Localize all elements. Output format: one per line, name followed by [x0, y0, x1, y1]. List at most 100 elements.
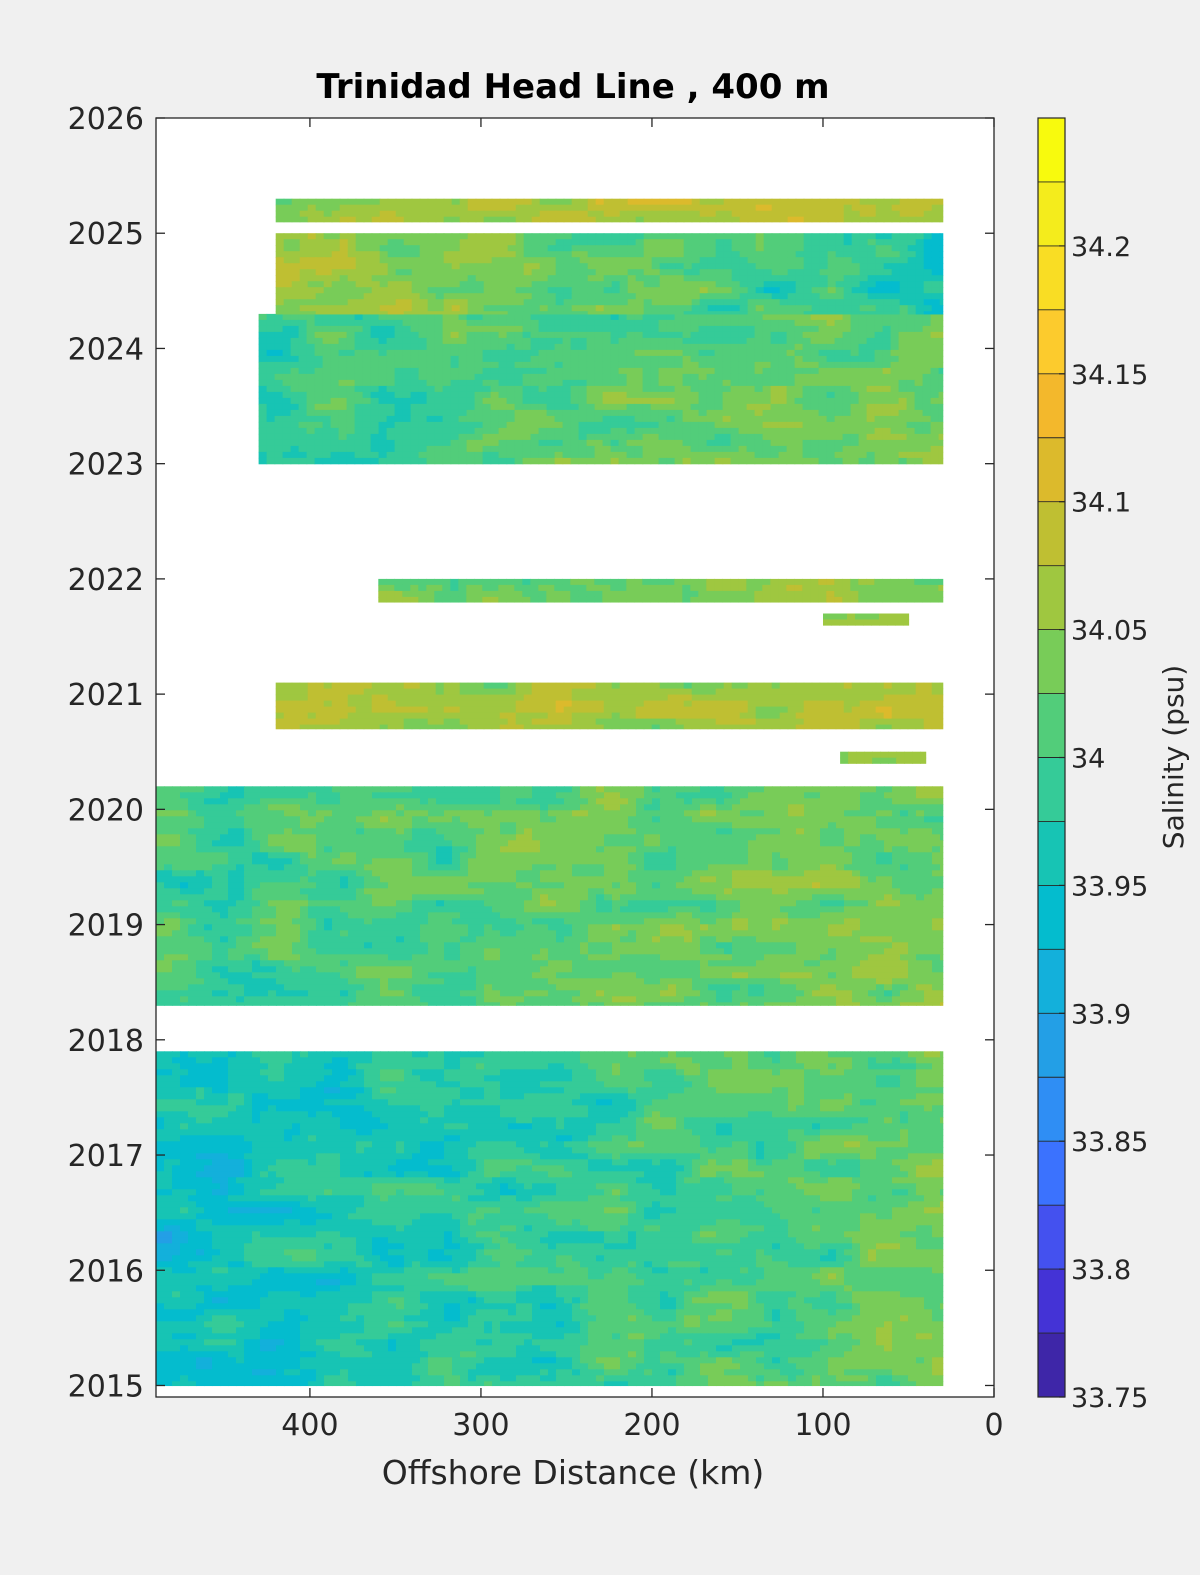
salinity-cell: [444, 1267, 453, 1274]
salinity-cell: [452, 1327, 461, 1334]
salinity-cell: [668, 1291, 677, 1298]
salinity-cell: [516, 1153, 525, 1160]
salinity-cell: [244, 1123, 253, 1130]
salinity-cell: [484, 1117, 493, 1124]
salinity-cell: [340, 1219, 349, 1226]
salinity-cell: [532, 1261, 541, 1268]
salinity-cell: [748, 1237, 757, 1244]
salinity-cell: [716, 1123, 725, 1130]
salinity-cell: [228, 1297, 237, 1304]
salinity-cell: [764, 1231, 773, 1238]
salinity-cell: [156, 1279, 165, 1286]
salinity-cell: [788, 1141, 797, 1148]
salinity-cell: [748, 1231, 757, 1238]
salinity-cell: [604, 1267, 613, 1274]
salinity-cell: [716, 1111, 725, 1118]
salinity-cell: [820, 1309, 829, 1316]
salinity-cell: [404, 1315, 413, 1322]
salinity-cell: [692, 1291, 701, 1298]
salinity-cell: [620, 1195, 629, 1202]
salinity-cell: [796, 1141, 805, 1148]
salinity-cell: [452, 1297, 461, 1304]
salinity-cell: [388, 1201, 397, 1208]
salinity-cell: [492, 1117, 501, 1124]
salinity-cell: [692, 1057, 701, 1064]
salinity-cell: [276, 1237, 285, 1244]
salinity-cell: [516, 1345, 525, 1352]
salinity-cell: [796, 1225, 805, 1232]
salinity-cell: [404, 1207, 413, 1214]
salinity-cell: [884, 1159, 893, 1166]
salinity-cell: [300, 1345, 309, 1352]
salinity-cell: [500, 1327, 509, 1334]
salinity-cell: [916, 1285, 925, 1292]
salinity-cell: [900, 1075, 909, 1082]
salinity-cell: [644, 1291, 653, 1298]
salinity-cell: [884, 1261, 893, 1268]
salinity-cell: [372, 1129, 381, 1136]
salinity-cell: [620, 1171, 629, 1178]
salinity-cell: [452, 1279, 461, 1286]
salinity-cell: [340, 1117, 349, 1124]
salinity-cell: [460, 1141, 469, 1148]
salinity-cell: [276, 1081, 285, 1088]
salinity-cell: [468, 1063, 477, 1070]
salinity-cell: [828, 1159, 837, 1166]
salinity-cell: [236, 1141, 245, 1148]
salinity-cell: [748, 1087, 757, 1094]
salinity-cell: [700, 1093, 709, 1100]
salinity-cell: [500, 1237, 509, 1244]
salinity-cell: [916, 1087, 925, 1094]
salinity-cell: [500, 1207, 509, 1214]
salinity-cell: [828, 1099, 837, 1106]
salinity-cell: [300, 1165, 309, 1172]
salinity-cell: [524, 1105, 533, 1112]
salinity-cell: [204, 1165, 213, 1172]
salinity-cell: [916, 1309, 925, 1316]
salinity-cell: [372, 1255, 381, 1262]
salinity-cell: [916, 1195, 925, 1202]
salinity-cell: [828, 1141, 837, 1148]
salinity-cell: [212, 1123, 221, 1130]
salinity-cell: [884, 1327, 893, 1334]
salinity-cell: [300, 1051, 309, 1058]
salinity-cell: [444, 1135, 453, 1142]
salinity-cell: [340, 1111, 349, 1118]
salinity-cell: [252, 1153, 261, 1160]
salinity-cell: [676, 1159, 685, 1166]
salinity-cell: [588, 1213, 597, 1220]
salinity-cell: [316, 1183, 325, 1190]
salinity-cell: [252, 1267, 261, 1274]
salinity-cell: [756, 1195, 765, 1202]
salinity-cell: [356, 1225, 365, 1232]
salinity-cell: [572, 1051, 581, 1058]
salinity-cell: [812, 1177, 821, 1184]
salinity-cell: [276, 1141, 285, 1148]
salinity-cell: [548, 1261, 557, 1268]
salinity-cell: [380, 1285, 389, 1292]
salinity-cell: [468, 1303, 477, 1310]
salinity-cell: [636, 1297, 645, 1304]
salinity-cell: [204, 1075, 213, 1082]
salinity-cell: [580, 1057, 589, 1064]
salinity-cell: [676, 1171, 685, 1178]
salinity-cell: [692, 1069, 701, 1076]
salinity-cell: [380, 1249, 389, 1256]
salinity-cell: [284, 1195, 293, 1202]
salinity-cell: [372, 1099, 381, 1106]
salinity-cell: [572, 1177, 581, 1184]
salinity-cell: [772, 1309, 781, 1316]
salinity-cell: [892, 1165, 901, 1172]
salinity-cell: [908, 1081, 917, 1088]
salinity-cell: [604, 1183, 613, 1190]
salinity-cell: [220, 1351, 229, 1358]
salinity-cell: [436, 1141, 445, 1148]
salinity-cell: [260, 1279, 269, 1286]
salinity-cell: [484, 1315, 493, 1322]
salinity-cell: [252, 1105, 261, 1112]
salinity-cell: [740, 1069, 749, 1076]
salinity-cell: [460, 1333, 469, 1340]
salinity-cell: [180, 1189, 189, 1196]
salinity-cell: [740, 1135, 749, 1142]
salinity-cell: [900, 1303, 909, 1310]
